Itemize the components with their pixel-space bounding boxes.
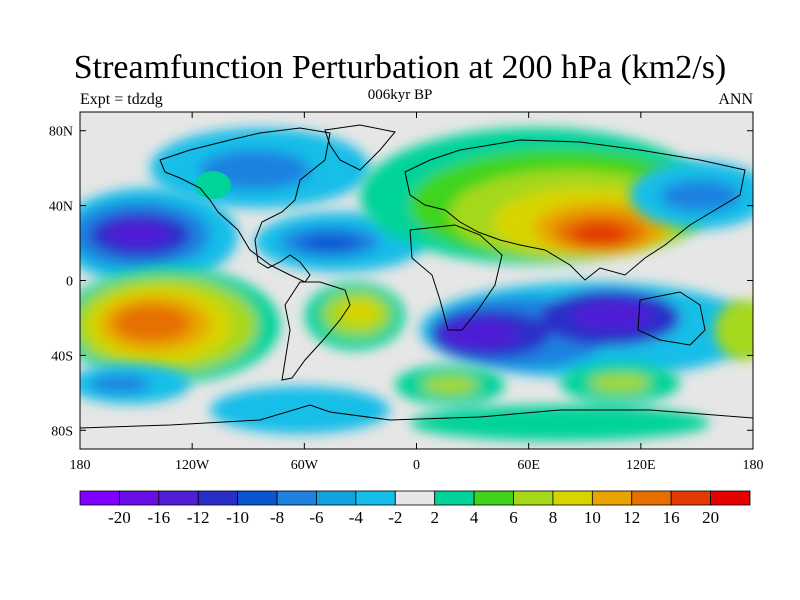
colorbar-swatch — [434, 490, 475, 506]
colorbar-label: -16 — [147, 508, 170, 527]
x-tick-label: 60E — [517, 458, 540, 473]
colorbar-label: 4 — [470, 508, 479, 527]
colorbar-swatch — [197, 490, 239, 506]
south-indian-low — [420, 282, 753, 378]
x-tick-label: 0 — [413, 458, 420, 473]
colorbar-label: -10 — [226, 508, 249, 527]
colorbar-label: 20 — [702, 508, 719, 527]
colorbar-swatch — [631, 490, 672, 506]
colorbar-swatch — [158, 490, 199, 506]
x-tick-label: 120E — [626, 458, 656, 473]
chart-title: Streamfunction Perturbation at 200 hPa (… — [73, 49, 727, 86]
colorbar-label: 2 — [430, 508, 439, 527]
x-tick-label: 60W — [291, 458, 319, 473]
x-tick-label: 120W — [175, 458, 210, 473]
colorbar-swatch — [513, 490, 554, 506]
colorbar-swatch — [473, 490, 514, 506]
y-tick-label: 0 — [66, 275, 73, 290]
time-label: 006kyr BP — [367, 87, 433, 103]
colorbar-label: -6 — [309, 508, 323, 527]
y-tick-label: 40N — [49, 200, 73, 215]
colorbar-swatch — [119, 490, 160, 506]
colorbar-swatch — [355, 490, 396, 506]
colorbar-label: 10 — [584, 508, 601, 527]
colorbar-swatch — [316, 490, 357, 506]
colorbar-label: 16 — [663, 508, 680, 527]
north-pacific-low — [80, 188, 238, 284]
south-pacific-high — [80, 267, 280, 383]
colorbar-swatch — [237, 490, 278, 506]
colorbar-label: -2 — [388, 508, 402, 527]
experiment-label: Expt = tdzdg — [80, 91, 163, 108]
map-axes: 180 120W 60W 0 60E 120E 180 80N 40N 0 40S 80S — [49, 112, 764, 473]
asian-high — [360, 128, 710, 264]
alaska-low — [150, 128, 370, 208]
alaska-positive-spot — [195, 171, 231, 199]
colorbar-label: 6 — [509, 508, 518, 527]
y-tick-label: 40S — [51, 349, 73, 364]
colorbar-label: -4 — [349, 508, 364, 527]
x-tick-label: 180 — [70, 458, 91, 473]
y-tick-label: 80N — [49, 125, 73, 140]
colorbar-label: -8 — [270, 508, 284, 527]
colorbar-swatch — [591, 490, 633, 506]
coastlines — [80, 124, 753, 429]
colorbar-label: 12 — [623, 508, 640, 527]
colorbar-swatch — [710, 490, 751, 506]
southern-lows — [80, 300, 753, 434]
colorbar-label: -20 — [108, 508, 131, 527]
nw-pacific-low — [630, 161, 753, 229]
x-tick-label: 180 — [743, 458, 764, 473]
south-atlantic-high — [305, 282, 405, 350]
southern-ocean-high — [395, 363, 710, 441]
colorbar-label: 8 — [549, 508, 558, 527]
colorbar-swatch — [670, 490, 711, 506]
colorbar-label: -12 — [187, 508, 210, 527]
colorbar-swatch — [79, 490, 120, 506]
colorbar: -20 -16 -12 -10 -8 -6 -4 -2 2 4 6 8 10 12 16 20 — [79, 490, 751, 527]
y-tick-label: 80S — [51, 424, 73, 439]
season-label: ANN — [718, 91, 753, 108]
colorbar-swatch — [552, 490, 593, 506]
colorbar-swatch — [276, 490, 317, 506]
colorbar-swatch — [394, 490, 436, 506]
